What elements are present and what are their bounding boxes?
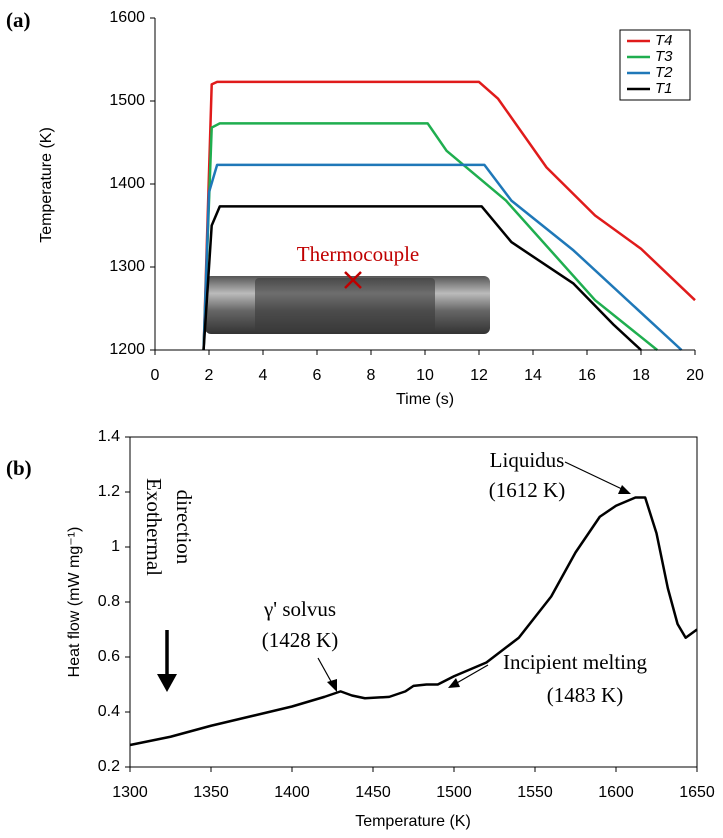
specimen-photo — [205, 276, 490, 334]
annotation: γ' solvus — [263, 597, 336, 621]
x-tick-label: 6 — [313, 367, 322, 384]
x-tick-label: 16 — [578, 367, 596, 384]
y-tick-label: 1500 — [109, 92, 145, 109]
annotation: (1428 K) — [262, 628, 338, 652]
x-tick-label: 10 — [416, 367, 434, 384]
y-tick-label: 1600 — [109, 9, 145, 26]
x-tick-label: 4 — [259, 367, 268, 384]
x-tick-label: 1300 — [112, 784, 148, 801]
x-tick-label: 1550 — [517, 784, 553, 801]
series-line — [202, 80, 696, 351]
x-axis-label: Time (s) — [396, 391, 454, 408]
legend-label: T3 — [655, 48, 673, 65]
thermocouple-mark — [344, 271, 362, 289]
x-tick-label: 1650 — [679, 784, 715, 801]
annotation: Thermocouple — [297, 242, 419, 266]
annotation: (1612 K) — [489, 478, 565, 502]
y-tick-label: 0.8 — [98, 593, 120, 610]
y-tick-label: 1.2 — [98, 483, 120, 500]
y-tick-label: 0.6 — [98, 648, 120, 665]
y-tick-label: 0.4 — [98, 703, 120, 720]
plot-frame — [129, 436, 698, 768]
y-axis-label: Temperature (K) — [38, 127, 55, 243]
x-tick-label: 20 — [686, 367, 704, 384]
annotation: Incipient melting — [503, 650, 648, 674]
annotation: Liquidus — [490, 448, 565, 472]
y-axis-label: Heat flow (mW mg⁻¹) — [66, 527, 83, 678]
arrowheads — [327, 485, 631, 692]
annotation: Exothermal — [142, 478, 166, 576]
panel-label: (b) — [6, 456, 32, 480]
x-tick-label: 1450 — [355, 784, 391, 801]
arrow — [157, 630, 177, 692]
x-tick-label: 1350 — [193, 784, 229, 801]
series-line — [202, 163, 683, 351]
x-tick-label: 12 — [470, 367, 488, 384]
x-tick-label: 14 — [524, 367, 542, 384]
panel-label: (a) — [6, 8, 31, 32]
x-tick-label: 1400 — [274, 784, 310, 801]
x-tick-label: 2 — [205, 367, 214, 384]
x-tick-label: 18 — [632, 367, 650, 384]
x-tick-label: 1600 — [598, 784, 634, 801]
y-tick-label: 1.4 — [98, 428, 120, 445]
x-tick-label: 1500 — [436, 784, 472, 801]
legend-label: T2 — [655, 64, 673, 81]
series-line — [202, 122, 658, 351]
legend-label: T4 — [655, 32, 673, 49]
series-line — [202, 205, 642, 351]
y-tick-label: 1200 — [109, 341, 145, 358]
y-tick-label: 0.2 — [98, 758, 120, 775]
y-tick-label: 1 — [111, 538, 120, 555]
data-line — [129, 496, 698, 747]
x-tick-label: 8 — [367, 367, 376, 384]
x-axis-label: Temperature (K) — [355, 813, 471, 830]
legend-label: T1 — [655, 80, 673, 97]
pointer-arrows — [317, 461, 625, 686]
y-tick-label: 1400 — [109, 175, 145, 192]
y-tick-label: 1300 — [109, 258, 145, 275]
annotation: direction — [172, 490, 196, 565]
annotation: (1483 K) — [547, 683, 623, 707]
x-tick-label: 0 — [151, 367, 160, 384]
